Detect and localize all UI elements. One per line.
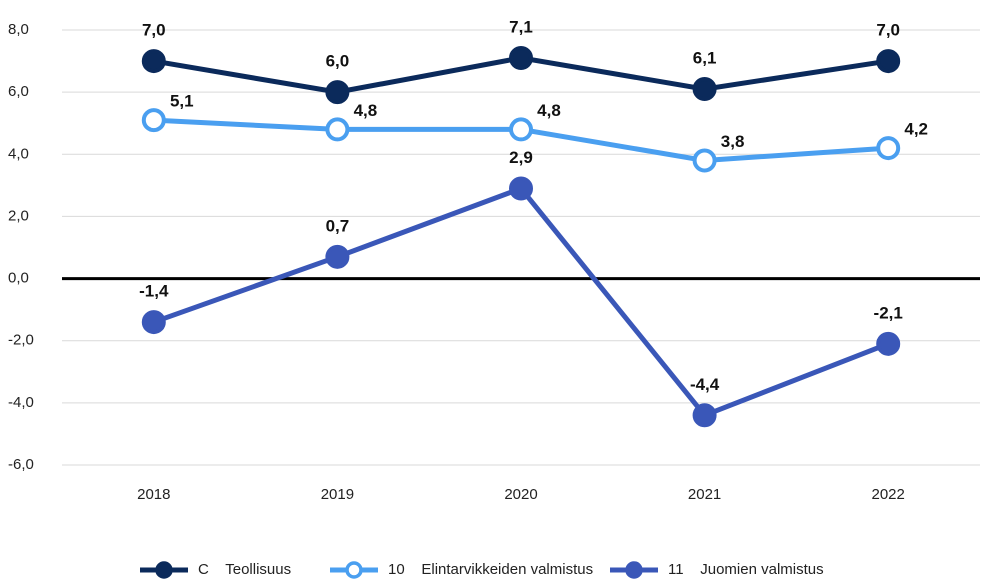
value-label: -2,1 bbox=[874, 303, 903, 322]
x-tick-label: 2021 bbox=[688, 486, 721, 503]
point bbox=[325, 80, 350, 105]
value-label: 4,8 bbox=[537, 101, 561, 120]
x-tick-label: 2019 bbox=[321, 486, 354, 503]
value-label: 4,2 bbox=[904, 120, 928, 139]
y-tick-label: -2,0 bbox=[8, 332, 34, 349]
value-label: 7,1 bbox=[509, 17, 533, 36]
legend-marker bbox=[155, 561, 173, 579]
y-tick-label: 6,0 bbox=[8, 83, 29, 100]
value-label: 4,8 bbox=[354, 101, 378, 120]
value-label: 3,8 bbox=[721, 132, 745, 151]
point bbox=[141, 108, 166, 133]
y-tick-label: 8,0 bbox=[8, 21, 29, 38]
point bbox=[692, 148, 717, 173]
legend-label: C Teollisuus bbox=[198, 561, 291, 578]
value-label: 6,0 bbox=[326, 52, 350, 71]
y-tick-label: -6,0 bbox=[8, 456, 34, 473]
point bbox=[876, 136, 901, 161]
point bbox=[692, 403, 717, 428]
x-tick-label: 2018 bbox=[137, 486, 170, 503]
point bbox=[876, 49, 901, 74]
legend-marker bbox=[345, 561, 363, 579]
y-tick-label: 0,0 bbox=[8, 270, 29, 287]
point bbox=[325, 244, 350, 269]
x-tick-label: 2022 bbox=[872, 486, 905, 503]
point bbox=[509, 45, 533, 70]
series-line bbox=[152, 185, 890, 419]
point bbox=[876, 331, 901, 356]
x-tick-label: 2020 bbox=[504, 486, 537, 503]
point bbox=[325, 117, 350, 142]
point bbox=[509, 117, 533, 142]
value-label: 7,0 bbox=[142, 21, 166, 40]
value-label: -1,4 bbox=[139, 282, 169, 301]
value-label: 0,7 bbox=[326, 216, 350, 235]
value-label: 5,1 bbox=[170, 92, 194, 111]
value-label: 6,1 bbox=[693, 49, 717, 68]
legend-label: 10 Elintarvikkeiden valmistus bbox=[388, 561, 593, 578]
value-label: 2,9 bbox=[509, 148, 533, 167]
point bbox=[141, 310, 166, 335]
value-label: 7,0 bbox=[876, 21, 900, 40]
point bbox=[692, 77, 717, 102]
legend-marker bbox=[625, 561, 643, 579]
value-label: -4,4 bbox=[690, 375, 720, 394]
legend-label: 11 Juomien valmistus bbox=[668, 561, 824, 578]
y-tick-label: 2,0 bbox=[8, 207, 29, 224]
y-tick-label: -4,0 bbox=[8, 394, 34, 411]
point bbox=[141, 49, 166, 74]
y-tick-label: 4,0 bbox=[8, 145, 29, 162]
point bbox=[509, 176, 533, 201]
